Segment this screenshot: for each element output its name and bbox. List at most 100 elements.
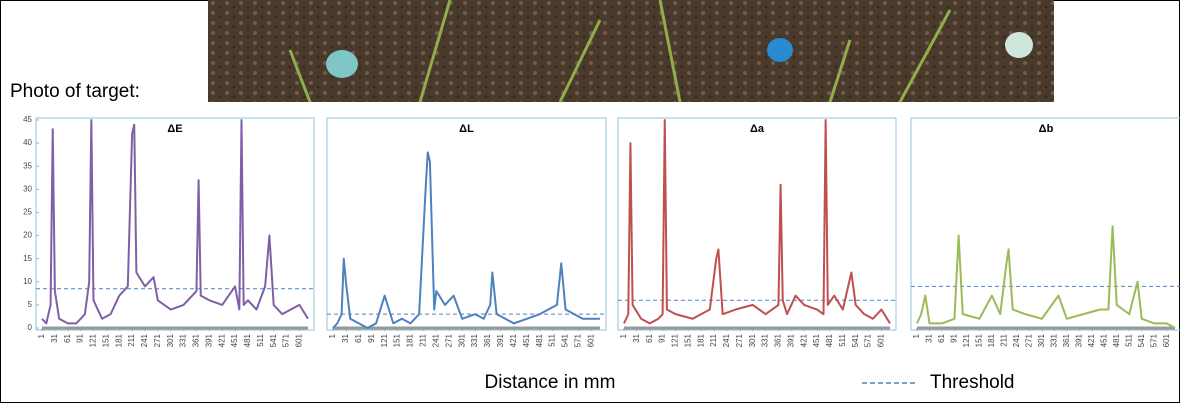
x-tick-label: 331 (179, 333, 188, 347)
x-tick-label: 451 (1099, 333, 1108, 347)
data-line (41, 119, 309, 325)
x-tick-label: 151 (975, 333, 984, 347)
plot-border (35, 117, 315, 331)
data-line (332, 151, 600, 329)
x-tick-label: 181 (696, 333, 705, 347)
data-line (623, 119, 891, 325)
x-tick-label: 511 (548, 333, 557, 346)
x-tick-label: 91 (76, 333, 85, 342)
x-tick-label: 121 (380, 333, 389, 347)
y-tick-label: 5 (28, 300, 33, 309)
x-tick-label: 151 (101, 333, 110, 347)
x-tick-label: 421 (217, 333, 226, 347)
x-tick-label: 331 (1049, 333, 1058, 347)
x-tick-label: 421 (799, 333, 808, 347)
y-tick-label: 25 (23, 208, 32, 217)
photo (208, 0, 1054, 103)
x-tick-label: 571 (1149, 333, 1158, 347)
x-tick-label: 541 (561, 333, 570, 347)
y-tick-label: 40 (23, 138, 32, 147)
x-tick-label: 121 (89, 333, 98, 347)
x-tick-label: 271 (444, 333, 453, 347)
x-tick-label: 391 (1074, 333, 1083, 347)
chart-title: ΔE (167, 123, 182, 135)
x-tick-label: 1 (37, 333, 46, 338)
x-tick-label: 61 (937, 333, 946, 342)
x-tick-label: 361 (192, 333, 201, 347)
chart-title: Δb (1039, 123, 1054, 135)
x-tick-label: 211 (127, 333, 136, 346)
photo-target (326, 50, 358, 78)
x-tick-label: 571 (864, 333, 873, 347)
x-tick-label: 481 (1112, 333, 1121, 347)
x-tick-label: 451 (522, 333, 531, 347)
x-tick-label: 211 (999, 333, 1008, 346)
x-tick-label: 361 (774, 333, 783, 347)
plot-border (617, 117, 897, 331)
x-tick-label: 181 (987, 333, 996, 347)
x-tick-label: 1 (912, 333, 921, 338)
x-tick-label: 271 (1024, 333, 1033, 347)
x-tick-label: 601 (586, 333, 595, 347)
x-tick-label: 391 (786, 333, 795, 347)
x-tick-label: 541 (269, 333, 278, 347)
x-tick-label: 601 (1162, 333, 1171, 347)
x-tick-label: 301 (166, 333, 175, 347)
plot-border (910, 117, 1180, 331)
x-tick-label: 301 (748, 333, 757, 347)
plot-border (326, 117, 607, 331)
photo-target (767, 38, 793, 62)
x-tick-label: 241 (431, 333, 440, 347)
x-tick-label: 1 (619, 333, 628, 338)
x-tick-label: 511 (256, 333, 265, 346)
chart-title: Δa (750, 123, 765, 135)
y-tick-label: 0 (28, 323, 33, 332)
x-tick-label: 451 (812, 333, 821, 347)
x-tick-label: 121 (671, 333, 680, 347)
y-tick-label: 30 (23, 184, 32, 193)
x-tick-label: 601 (877, 333, 886, 347)
x-tick-label: 31 (341, 333, 350, 342)
x-tick-label: 181 (114, 333, 123, 347)
x-tick-label: 61 (63, 333, 72, 342)
y-tick-label: 45 (23, 115, 32, 124)
x-tick-label: 61 (354, 333, 363, 342)
photo-target (1005, 32, 1033, 58)
x-tick-label: 241 (722, 333, 731, 347)
x-tick-label: 91 (658, 333, 667, 342)
x-tick-label: 421 (1087, 333, 1096, 347)
x-tick-label: 241 (1012, 333, 1021, 347)
x-tick-label: 31 (925, 333, 934, 342)
x-tick-label: 271 (735, 333, 744, 347)
x-tick-label: 361 (483, 333, 492, 347)
x-tick-label: 151 (683, 333, 692, 347)
x-tick-label: 331 (761, 333, 770, 347)
x-tick-label: 151 (393, 333, 402, 347)
x-tick-label: 421 (509, 333, 518, 347)
x-tick-label: 571 (574, 333, 583, 347)
x-tick-label: 511 (838, 333, 847, 346)
data-line (916, 225, 1176, 329)
x-axis-label: Distance in mm (485, 372, 616, 393)
x-tick-label: 391 (204, 333, 213, 347)
x-tick-label: 31 (50, 333, 59, 342)
y-tick-label: 15 (23, 254, 32, 263)
x-tick-label: 121 (962, 333, 971, 347)
x-tick-label: 511 (1124, 333, 1133, 346)
x-tick-label: 601 (295, 333, 304, 347)
chart-title: ΔL (459, 123, 474, 135)
x-tick-label: 481 (825, 333, 834, 347)
x-tick-label: 181 (406, 333, 415, 347)
y-tick-label: 20 (23, 231, 32, 240)
y-tick-label: 35 (23, 161, 32, 170)
x-tick-label: 541 (1137, 333, 1146, 347)
x-tick-label: 301 (1037, 333, 1046, 347)
x-tick-label: 211 (709, 333, 718, 346)
photo-texture (208, 0, 1054, 102)
x-tick-label: 481 (243, 333, 252, 347)
x-tick-label: 391 (496, 333, 505, 347)
x-tick-label: 271 (153, 333, 162, 347)
x-tick-label: 241 (140, 333, 149, 347)
